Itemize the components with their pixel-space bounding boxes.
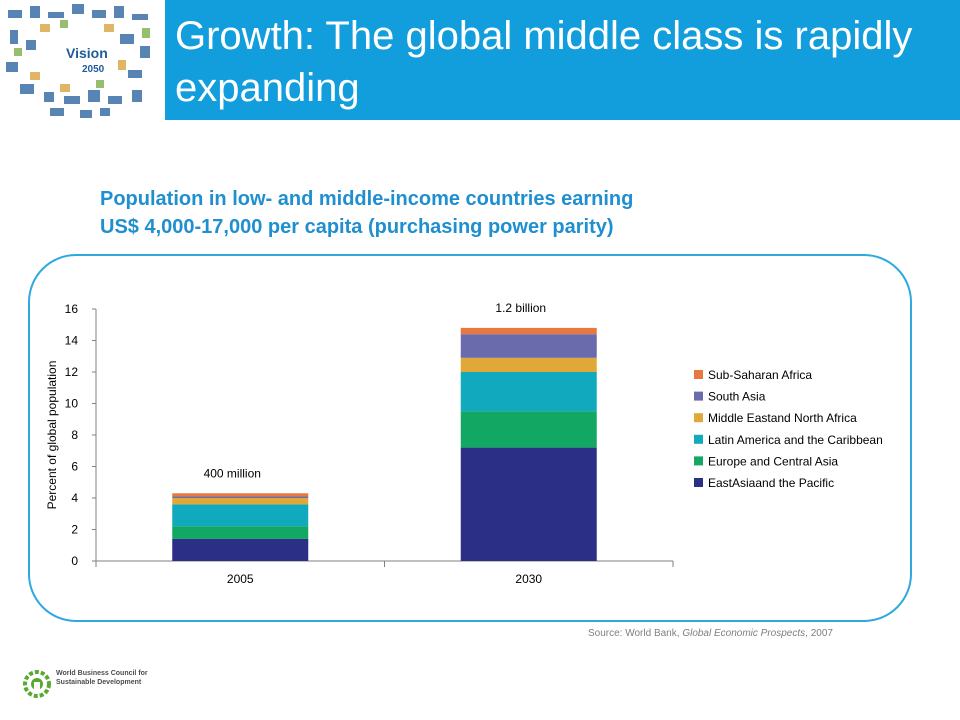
y-tick-label: 2: [71, 523, 78, 537]
legend-swatch: [694, 434, 703, 444]
y-tick-label: 14: [65, 334, 79, 348]
bar-segment: [460, 372, 597, 412]
wbcsd-logo: World Business Council for Sustainable D…: [22, 664, 172, 708]
wbcsd-name: World Business Council for Sustainable D…: [56, 669, 148, 687]
y-tick-label: 6: [71, 460, 78, 474]
bar-segment: [460, 357, 597, 372]
bar-total-annotation: 1.2 billion: [495, 301, 546, 315]
bar-segment: [460, 334, 597, 358]
legend-label: Middle Eastand North Africa: [708, 411, 857, 425]
y-tick-label: 8: [71, 428, 78, 442]
source-suffix: , 2007: [805, 628, 833, 639]
svg-text:2050: 2050: [82, 64, 105, 75]
bar-segment: [460, 411, 597, 448]
bar-total-annotation: 400 million: [204, 466, 261, 480]
vision-2050-logo: Vision 2050: [0, 0, 160, 120]
y-tick-label: 16: [65, 302, 79, 316]
x-tick-label: 2005: [227, 572, 254, 586]
bar-segment: [172, 498, 309, 505]
header-band: Growth: The global middle class is rapid…: [165, 0, 960, 120]
legend-label: Latin America and the Caribbean: [708, 433, 883, 447]
chart-frame: [28, 254, 912, 622]
wbcsd-name-line-2: Sustainable Development: [56, 679, 142, 686]
legend-label: Europe and Central Asia: [708, 454, 838, 468]
wbcsd-leaf-icon: [23, 670, 51, 698]
source-note: Source: World Bank, Global Economic Pros…: [588, 628, 833, 639]
svg-text:Vision: Vision: [66, 45, 108, 61]
chart-heading-line-2: US$ 4,000-17,000 per capita (purchasing …: [100, 216, 614, 238]
legend-label: Sub-Saharan Africa: [708, 368, 812, 382]
source-title: Global Economic Prospects: [682, 628, 806, 639]
chart-heading-line-1: Population in low- and middle-income cou…: [100, 188, 634, 210]
legend-swatch: [694, 456, 703, 466]
bar-segment: [460, 327, 597, 335]
legend-label: South Asia: [708, 390, 766, 404]
bar-segment: [172, 538, 309, 561]
bar-segment: [460, 447, 597, 561]
y-tick-label: 10: [65, 397, 79, 411]
bar-segment: [172, 504, 309, 527]
y-tick-label: 12: [65, 365, 79, 379]
source-prefix: Source: World Bank,: [588, 628, 683, 639]
y-axis-label: Percent of global population: [45, 361, 59, 510]
legend-swatch: [694, 413, 703, 423]
x-tick-label: 2030: [515, 572, 542, 586]
bar-segment: [172, 526, 309, 539]
bar-segment: [172, 493, 309, 497]
bar-segment: [172, 496, 309, 498]
chart-heading: Population in low- and middle-income cou…: [100, 185, 820, 241]
wbcsd-name-line-1: World Business Council for: [56, 670, 148, 677]
vision-2050-mosaic-icon: Vision 2050: [6, 4, 150, 118]
legend-swatch: [694, 370, 703, 379]
y-tick-label: 0: [71, 554, 78, 568]
slide-title: Growth: The global middle class is rapid…: [175, 14, 913, 110]
legend-swatch: [694, 391, 703, 401]
legend-swatch: [694, 478, 703, 487]
y-tick-label: 4: [71, 491, 78, 505]
legend-label: EastAsiaand the Pacific: [708, 476, 834, 490]
